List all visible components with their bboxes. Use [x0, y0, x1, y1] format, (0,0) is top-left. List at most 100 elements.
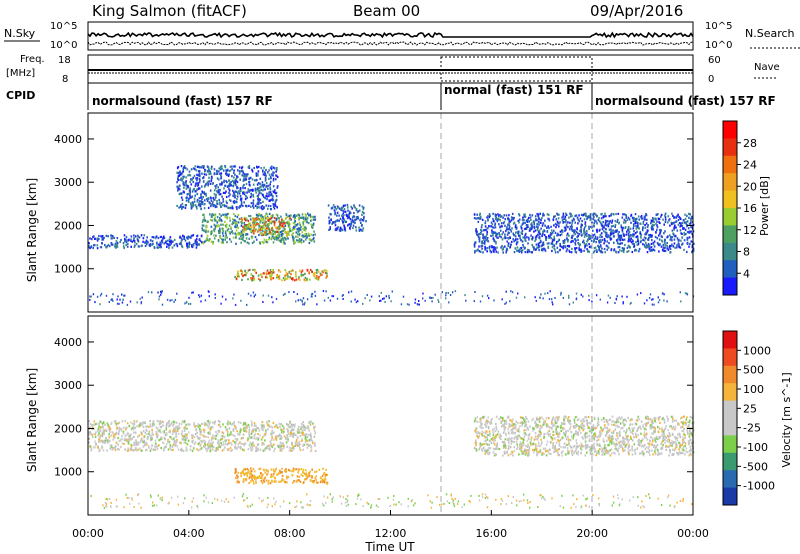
- echo-cell: [269, 271, 271, 274]
- echo-cell: [190, 196, 193, 199]
- echo-cell: [266, 445, 269, 448]
- echo-cell: [270, 275, 272, 278]
- echo-cell: [595, 294, 598, 297]
- echo-cell: [139, 423, 142, 427]
- echo-cell: [151, 433, 154, 436]
- echo-cell: [118, 439, 121, 443]
- echo-cell: [262, 443, 264, 446]
- echo-cell: [200, 234, 203, 237]
- echo-cell: [119, 240, 121, 244]
- echo-cell: [272, 241, 275, 244]
- echo-cell: [148, 446, 150, 449]
- echo-cell: [246, 191, 248, 194]
- echo-cell: [630, 221, 632, 224]
- echo-cell: [274, 447, 276, 450]
- echo-cell: [517, 292, 519, 295]
- echo-cell: [275, 192, 277, 195]
- echo-cell: [181, 205, 184, 209]
- echo-cell: [234, 303, 237, 306]
- echo-cell: [513, 234, 515, 237]
- echo-cell: [253, 269, 256, 272]
- echo-cell: [567, 244, 569, 248]
- echo-cell: [259, 182, 261, 185]
- echo-cell: [205, 447, 207, 450]
- echo-cell: [627, 232, 630, 236]
- echo-cell: [524, 296, 526, 299]
- echo-cell: [304, 229, 307, 232]
- echo-cell: [691, 246, 694, 249]
- echo-cell: [306, 439, 309, 442]
- echo-cell: [281, 218, 283, 221]
- echo-cell: [181, 172, 184, 175]
- echo-cell: [98, 438, 100, 441]
- echo-cell: [365, 220, 367, 223]
- echo-cell: [539, 296, 541, 299]
- echo-cell: [269, 188, 272, 191]
- echo-cell: [279, 444, 281, 447]
- echo-cell: [173, 429, 176, 432]
- echo-cell: [197, 182, 199, 185]
- echo-cell: [237, 433, 239, 436]
- echo-cell: [93, 427, 95, 431]
- echo-cell: [183, 421, 186, 424]
- echo-cell: [252, 441, 254, 444]
- echo-cell: [169, 429, 171, 432]
- echo-cell: [301, 433, 304, 436]
- echo-cell: [141, 296, 143, 299]
- echo-cell: [133, 422, 136, 425]
- echo-cell: [207, 445, 210, 448]
- echo-cell: [343, 226, 346, 229]
- echo-cell: [559, 242, 561, 246]
- echo-cell: [571, 222, 573, 225]
- echo-cell: [531, 236, 534, 239]
- y-tick-label: 4000: [54, 133, 82, 146]
- echo-cell: [571, 229, 574, 232]
- echo-cell: [673, 228, 675, 231]
- echo-cell: [495, 240, 497, 244]
- echo-cell: [242, 170, 244, 173]
- echo-cell: [580, 228, 582, 231]
- echo-cell: [195, 205, 198, 208]
- echo-cell: [616, 242, 619, 245]
- echo-cell: [566, 238, 568, 241]
- echo-cell: [297, 299, 299, 302]
- echo-cell: [652, 248, 654, 251]
- echo-cell: [101, 445, 103, 448]
- echo-cell: [219, 426, 222, 429]
- echo-cell: [289, 228, 291, 231]
- echo-cell: [559, 221, 561, 224]
- echo-cell: [111, 298, 113, 301]
- echo-cell: [651, 223, 654, 226]
- echo-cell: [207, 184, 209, 187]
- echo-cell: [103, 428, 105, 432]
- echo-cell: [630, 215, 632, 218]
- colorbar-swatch: [723, 173, 737, 192]
- echo-cell: [225, 439, 228, 442]
- echo-cell: [447, 292, 449, 294]
- echo-cell: [575, 231, 578, 234]
- echo-cell: [550, 233, 552, 236]
- echo-cell: [240, 237, 243, 240]
- echo-cell: [662, 243, 665, 247]
- echo-cell: [189, 196, 191, 199]
- echo-cell: [616, 218, 619, 221]
- echo-cell: [644, 226, 647, 229]
- echo-cell: [162, 448, 165, 452]
- echo-cell: [149, 434, 151, 437]
- echo-cell: [266, 241, 269, 244]
- echo-cell: [169, 243, 171, 247]
- echo-cell: [243, 230, 245, 233]
- echo-cell: [206, 237, 209, 240]
- echo-cell: [473, 300, 475, 303]
- echo-cell: [647, 229, 649, 232]
- echo-cell: [260, 201, 262, 205]
- echo-cell: [581, 224, 583, 227]
- echo-cell: [216, 172, 219, 175]
- echo-cell: [642, 226, 644, 229]
- echo-cell: [256, 230, 259, 233]
- echo-cell: [178, 422, 181, 425]
- echo-cell: [520, 225, 522, 228]
- echo-cell: [151, 444, 153, 447]
- echo-cell: [343, 228, 346, 231]
- echo-cell: [255, 218, 257, 221]
